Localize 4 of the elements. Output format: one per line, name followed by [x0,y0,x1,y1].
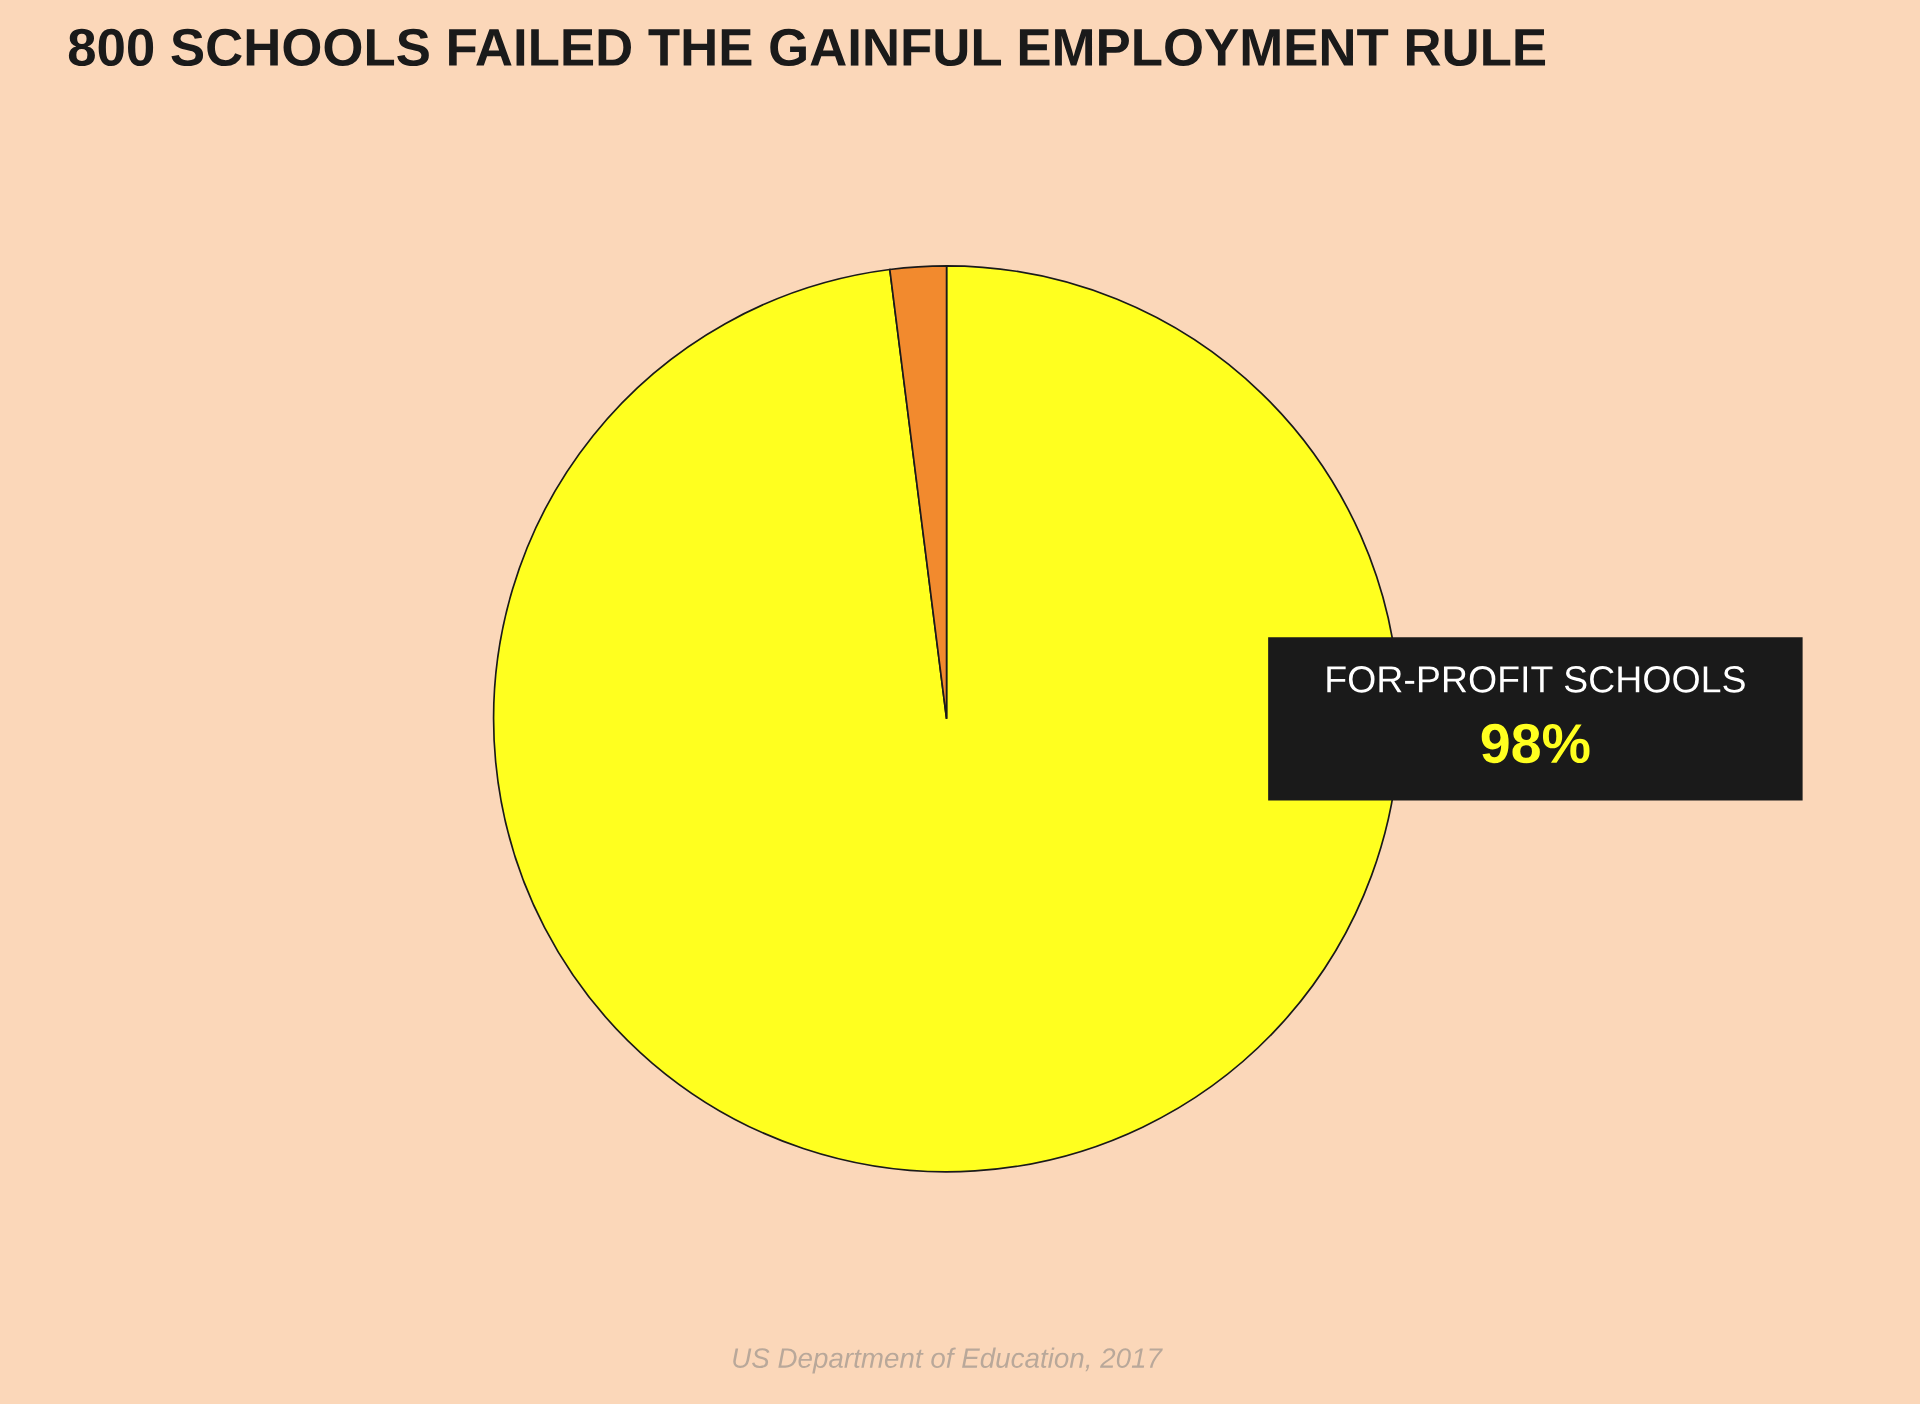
chart-title: 800 SCHOOLS FAILED THE GAINFUL EMPLOYMENT RULE [68,28,1546,67]
text: US Department of Education, 2017 [733,1347,1163,1374]
slice-label: FOR-PROFIT SCHOOLS [1327,666,1745,693]
data-label: 98% [1481,723,1590,764]
